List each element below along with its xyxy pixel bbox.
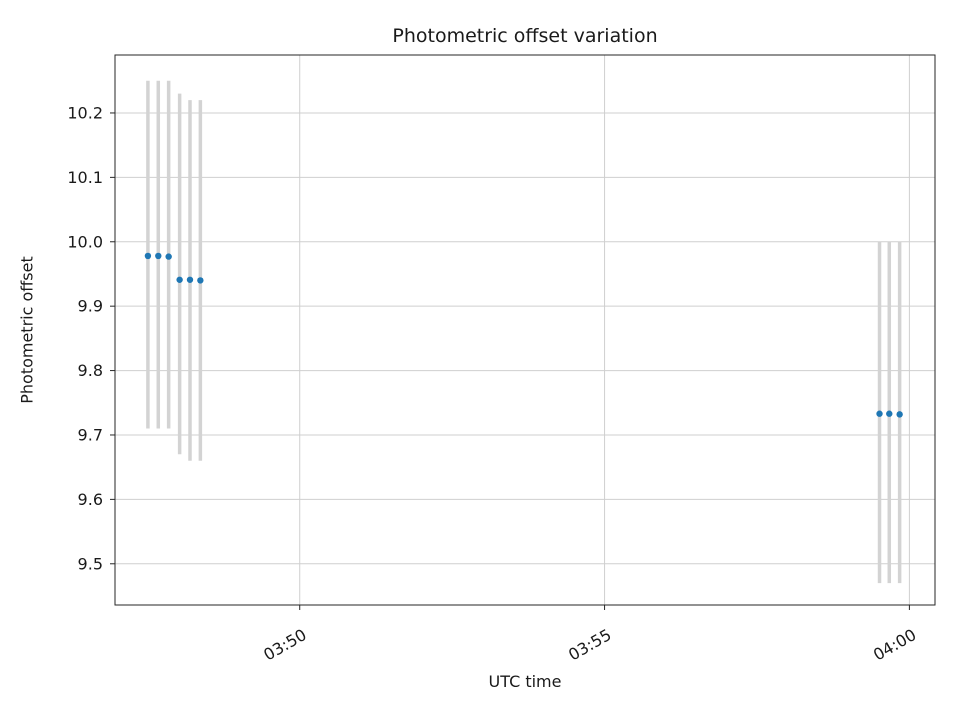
y-tick-label: 9.8 xyxy=(78,361,103,380)
x-axis-label: UTC time xyxy=(488,672,562,691)
data-point xyxy=(876,410,883,417)
data-point xyxy=(886,410,893,417)
y-tick-label: 10.1 xyxy=(67,168,103,187)
data-point xyxy=(165,253,172,260)
x-tick-label: 04:00 xyxy=(870,625,919,665)
x-tick-label: 03:50 xyxy=(260,625,309,665)
data-point xyxy=(197,277,204,284)
chart-title: Photometric offset variation xyxy=(392,25,658,47)
data-point xyxy=(176,276,183,283)
data-point xyxy=(186,276,194,283)
axes-frame xyxy=(114,54,936,606)
data-point xyxy=(896,411,903,418)
y-tick-label: 10.2 xyxy=(67,103,103,122)
y-tick-label: 9.9 xyxy=(78,297,103,316)
y-axis-label: Photometric offset xyxy=(17,256,37,404)
x-tick-label: 03:55 xyxy=(565,625,614,665)
y-tick-label: 9.5 xyxy=(78,554,103,573)
y-tick-label: 9.7 xyxy=(78,425,103,444)
y-tick-label: 10.0 xyxy=(67,232,103,251)
data-point xyxy=(155,252,162,260)
data-point xyxy=(144,252,152,260)
y-tick-label: 9.6 xyxy=(78,490,103,509)
